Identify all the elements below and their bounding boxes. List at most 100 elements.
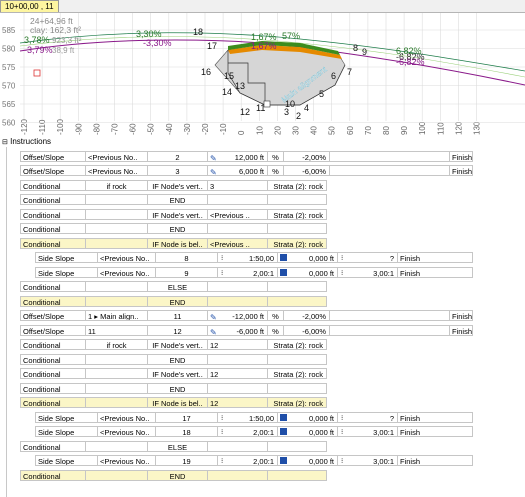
slope-unit[interactable]: %: [267, 150, 283, 162]
condition-name[interactable]: [85, 208, 147, 220]
stepper-icon[interactable]: ⁝: [221, 458, 224, 465]
condition-strata[interactable]: [267, 440, 327, 452]
condition-node[interactable]: 12: [207, 368, 267, 379]
instruction-row[interactable]: Conditional if rock IF Node's vert.. 3 Strat…: [0, 179, 473, 191]
offset-value[interactable]: -6,000 ft ✎: [207, 324, 267, 336]
source-node[interactable]: <Previous No..: [97, 411, 155, 423]
condition-strata[interactable]: Strata (2): rock: [267, 368, 327, 379]
instruction-row[interactable]: Conditional END: [0, 353, 473, 365]
condition-node[interactable]: [207, 295, 267, 307]
source-node[interactable]: 1 ▸ Main align..: [85, 310, 147, 321]
instruction-row[interactable]: Side Slope <Previous No.. 18 2,00:1 ⁝ 0,000 f…: [0, 426, 473, 437]
condition-name[interactable]: [85, 237, 147, 249]
daylight-icon[interactable]: [280, 268, 287, 276]
node-id[interactable]: 11: [147, 310, 207, 321]
instruction-row[interactable]: Conditional IF Node's vert.. <Previous .. S…: [0, 208, 473, 220]
instruction-type[interactable]: Conditional: [20, 208, 85, 220]
instruction-row[interactable]: Conditional if rock IF Node's vert.. 12 Stra…: [0, 339, 473, 350]
condition-node[interactable]: [207, 281, 267, 292]
instruction-row[interactable]: Conditional END: [0, 469, 473, 481]
offset-value[interactable]: 0,000 ft: [277, 411, 337, 423]
node-id[interactable]: 18: [155, 426, 217, 437]
slope-unit[interactable]: %: [267, 310, 283, 321]
node-id[interactable]: 19: [155, 455, 217, 466]
instruction-type[interactable]: Conditional: [20, 237, 85, 249]
slope-ratio[interactable]: 2,00:1 ⁝: [217, 266, 277, 278]
slope-value[interactable]: -6,00%: [283, 165, 329, 176]
instruction-type[interactable]: Side Slope: [35, 252, 97, 263]
node-id[interactable]: 9: [155, 266, 217, 278]
instruction-type[interactable]: Conditional: [20, 469, 85, 481]
condition-test[interactable]: END: [147, 194, 207, 205]
fill-slope[interactable]: ? ⁝: [337, 411, 397, 423]
instruction-row[interactable]: Conditional IF Node's vert.. 12 Strata (2):…: [0, 368, 473, 379]
slope-ratio[interactable]: 1:50,00 ⁝: [217, 252, 277, 263]
instruction-type[interactable]: Side Slope: [35, 426, 97, 437]
stepper-icon[interactable]: ⁝: [221, 429, 224, 436]
cross-section-canvas[interactable]: -120 -110 -100 -90 -80 -70 -60 -50 -40 -30 -20 -10 0…: [0, 13, 525, 138]
condition-test[interactable]: IF Node is bel..: [147, 397, 207, 408]
instruction-type[interactable]: Conditional: [20, 295, 85, 307]
fill-slope[interactable]: 3,00:1 ⁝: [337, 455, 397, 466]
collapse-icon[interactable]: ⊟: [2, 139, 8, 146]
node-id[interactable]: 3: [147, 165, 207, 176]
instruction-row[interactable]: Offset/Slope <Previous No.. 3 6,000 ft ✎% -6,…: [0, 165, 473, 176]
condition-test[interactable]: END: [147, 469, 207, 481]
section-tab[interactable]: 10+00,00 , 11: [0, 0, 59, 12]
condition-name[interactable]: [85, 353, 147, 365]
instruction-type[interactable]: Conditional: [20, 382, 85, 394]
instruction-type[interactable]: Offset/Slope: [20, 150, 85, 162]
condition-name[interactable]: [85, 223, 147, 234]
slope-ratio[interactable]: 1:50,00 ⁝: [217, 411, 277, 423]
offset-value[interactable]: 6,000 ft ✎: [207, 165, 267, 176]
condition-node[interactable]: [207, 469, 267, 481]
condition-name[interactable]: [85, 281, 147, 292]
cross-section-view[interactable]: -120 -110 -100 -90 -80 -70 -60 -50 -40 -30 -20 -10 0…: [0, 12, 525, 139]
condition-strata[interactable]: Strata (2): rock: [267, 339, 327, 350]
condition-test[interactable]: END: [147, 382, 207, 394]
condition-strata[interactable]: [267, 223, 327, 234]
stepper-icon[interactable]: ⁝: [341, 269, 344, 277]
condition-test[interactable]: END: [147, 295, 207, 307]
node-id[interactable]: 12: [147, 324, 207, 336]
edit-pencil-icon[interactable]: ✎: [210, 313, 217, 321]
condition-test[interactable]: IF Node's vert..: [147, 208, 207, 220]
instruction-row[interactable]: Conditional END: [0, 382, 473, 394]
condition-strata[interactable]: [267, 353, 327, 365]
condition-strata[interactable]: Strata (2): rock: [267, 397, 327, 408]
condition-name[interactable]: [85, 382, 147, 394]
source-node[interactable]: <Previous No..: [97, 426, 155, 437]
finish-label[interactable]: Finish: [449, 310, 473, 321]
stepper-icon[interactable]: ⁝: [341, 458, 344, 465]
condition-name[interactable]: [85, 440, 147, 452]
condition-node[interactable]: [207, 194, 267, 205]
instruction-row[interactable]: Conditional END: [0, 223, 473, 234]
instruction-type[interactable]: Offset/Slope: [20, 324, 85, 336]
source-node[interactable]: <Previous No..: [97, 266, 155, 278]
daylight-icon[interactable]: [280, 413, 287, 421]
instruction-type[interactable]: Conditional: [20, 397, 85, 408]
instruction-type[interactable]: Side Slope: [35, 455, 97, 466]
source-node[interactable]: 11: [85, 324, 147, 336]
slope-ratio[interactable]: 2,00:1 ⁝: [217, 455, 277, 466]
daylight-icon[interactable]: [280, 254, 287, 261]
instruction-type[interactable]: Conditional: [20, 179, 85, 191]
stepper-icon[interactable]: ⁝: [221, 414, 224, 422]
node-id[interactable]: 8: [155, 252, 217, 263]
stepper-icon[interactable]: ⁝: [221, 269, 224, 277]
condition-name[interactable]: [85, 194, 147, 205]
slope-unit[interactable]: %: [267, 324, 283, 336]
condition-test[interactable]: ELSE: [147, 440, 207, 452]
slope-value[interactable]: -6,00%: [283, 324, 329, 336]
condition-strata[interactable]: [267, 194, 327, 205]
condition-strata[interactable]: [267, 469, 327, 481]
instruction-row[interactable]: Offset/Slope 11 12 -6,000 ft ✎% -6,00% Finish: [0, 324, 473, 336]
stepper-icon[interactable]: ⁝: [221, 255, 224, 262]
slope-unit[interactable]: %: [267, 165, 283, 176]
finish-label[interactable]: Finish: [397, 411, 473, 423]
stepper-icon[interactable]: ⁝: [341, 414, 344, 422]
instruction-row[interactable]: Conditional END: [0, 295, 473, 307]
condition-test[interactable]: IF Node is bel..: [147, 237, 207, 249]
finish-label[interactable]: Finish: [449, 150, 473, 162]
condition-node[interactable]: 12: [207, 397, 267, 408]
